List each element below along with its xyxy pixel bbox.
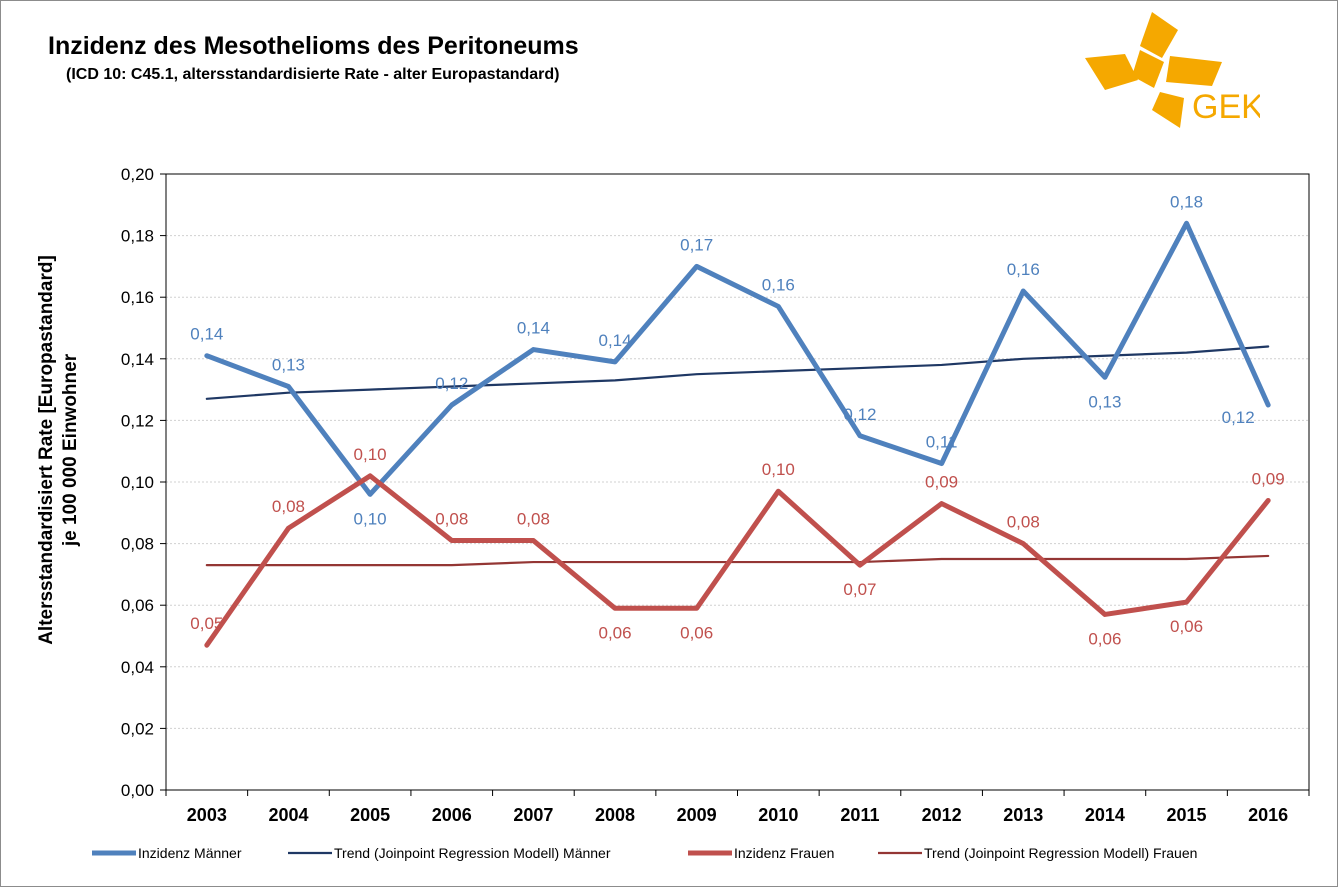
- y-axis-title-line1: Altersstandardisiert Rate [Europastandar…: [36, 255, 57, 645]
- data-label-maenner: 0,11: [926, 433, 958, 452]
- x-tick-label: 2007: [513, 805, 553, 825]
- data-label-frauen: 0,10: [762, 460, 795, 479]
- data-label-maenner: 0,14: [190, 325, 223, 344]
- data-label-frauen: 0,06: [598, 623, 631, 642]
- chart-title: Inzidenz des Mesothelioms des Peritoneum…: [48, 32, 579, 60]
- y-tick-label: 0,20: [121, 165, 154, 184]
- x-tick-label: 2005: [350, 805, 390, 825]
- data-label-frauen: 0,06: [1170, 617, 1203, 636]
- y-tick-label: 0,18: [121, 227, 154, 246]
- y-tick-label: 0,12: [121, 411, 154, 430]
- logo-shape-bottom: [1152, 92, 1184, 128]
- legend-trend-maenner-label: Trend (Joinpoint Regression Modell) Männ…: [334, 845, 611, 861]
- logo-text-main: GEK: [1192, 88, 1260, 126]
- data-label-maenner: 0,12: [435, 374, 468, 393]
- data-label-frauen: 0,08: [272, 497, 305, 516]
- y-tick-label: 0,14: [121, 350, 154, 369]
- data-label-frauen: 0,05: [190, 614, 223, 633]
- data-label-maenner: 0,13: [272, 356, 305, 375]
- data-label-frauen: 0,08: [517, 510, 550, 529]
- series-line-trend-maenner: [205, 345, 1270, 400]
- data-label-frauen: 0,06: [1088, 629, 1121, 648]
- x-tick-label: 2010: [758, 805, 798, 825]
- data-label-maenner: 0,14: [598, 331, 631, 350]
- y-tick-label: 0,08: [121, 535, 154, 554]
- y-axis-title-line2: je 100 000 Einwohner: [60, 353, 81, 547]
- series-line-trend-frauen: [205, 554, 1270, 567]
- x-tick-label: 2008: [595, 805, 635, 825]
- logo-shape-left: [1085, 54, 1138, 90]
- logo-shape-top: [1140, 12, 1178, 58]
- data-label-frauen: 0,06: [680, 623, 713, 642]
- logo-shape-center: [1132, 50, 1164, 88]
- series-line-inzidenz-frauen: [204, 473, 1271, 648]
- data-label-maenner: 0,16: [762, 275, 795, 294]
- y-tick-label: 0,06: [121, 596, 154, 615]
- gekid-logo: GEKID: [1085, 12, 1260, 128]
- x-tick-label: 2014: [1085, 805, 1125, 825]
- plot-area: [165, 173, 1310, 791]
- data-label-maenner: 0,16: [1007, 260, 1040, 279]
- y-tick-label: 0,02: [121, 719, 154, 738]
- x-tick-label: 2013: [1003, 805, 1043, 825]
- legend-inzidenz-frauen-label: Inzidenz Frauen: [734, 845, 834, 861]
- legend-inzidenz-maenner-label: Inzidenz Männer: [138, 845, 242, 861]
- data-label-frauen: 0,08: [1007, 513, 1040, 532]
- y-tick-label: 0,10: [121, 473, 154, 492]
- logo-shape-right: [1166, 56, 1222, 86]
- data-label-maenner: 0,18: [1170, 192, 1203, 211]
- data-label-frauen: 0,07: [843, 580, 876, 599]
- x-tick-label: 2004: [268, 805, 308, 825]
- logo-text: GEKID: [1192, 88, 1260, 126]
- x-tick-label: 2012: [922, 805, 962, 825]
- chart-subtitle: (ICD 10: C45.1, altersstandardisierte Ra…: [66, 66, 560, 83]
- x-tick-label: 2011: [840, 805, 879, 825]
- data-label-maenner: 0,10: [354, 509, 387, 528]
- x-tick-label: 2015: [1167, 805, 1207, 825]
- data-label-maenner: 0,13: [1088, 392, 1121, 411]
- x-tick-label: 2003: [187, 805, 227, 825]
- x-tick-label: 2006: [432, 805, 472, 825]
- data-label-maenner: 0,17: [680, 235, 713, 254]
- legend-trend-frauen-label: Trend (Joinpoint Regression Modell) Frau…: [924, 845, 1197, 861]
- data-label-frauen: 0,08: [435, 510, 468, 529]
- y-tick-label: 0,16: [121, 288, 154, 307]
- data-label-frauen: 0,09: [1252, 469, 1285, 488]
- data-label-frauen: 0,09: [925, 473, 958, 492]
- x-tick-label: 2016: [1248, 805, 1288, 825]
- series-line-inzidenz-maenner: [204, 220, 1271, 497]
- y-tick-label: 0,04: [121, 658, 154, 677]
- data-label-maenner: 0,12: [1222, 408, 1255, 427]
- data-label-frauen: 0,10: [354, 445, 387, 464]
- data-label-maenner: 0,14: [517, 319, 550, 338]
- data-label-maenner: 0,12: [843, 405, 876, 424]
- x-tick-label: 2009: [677, 805, 717, 825]
- y-tick-label: 0,00: [121, 781, 154, 800]
